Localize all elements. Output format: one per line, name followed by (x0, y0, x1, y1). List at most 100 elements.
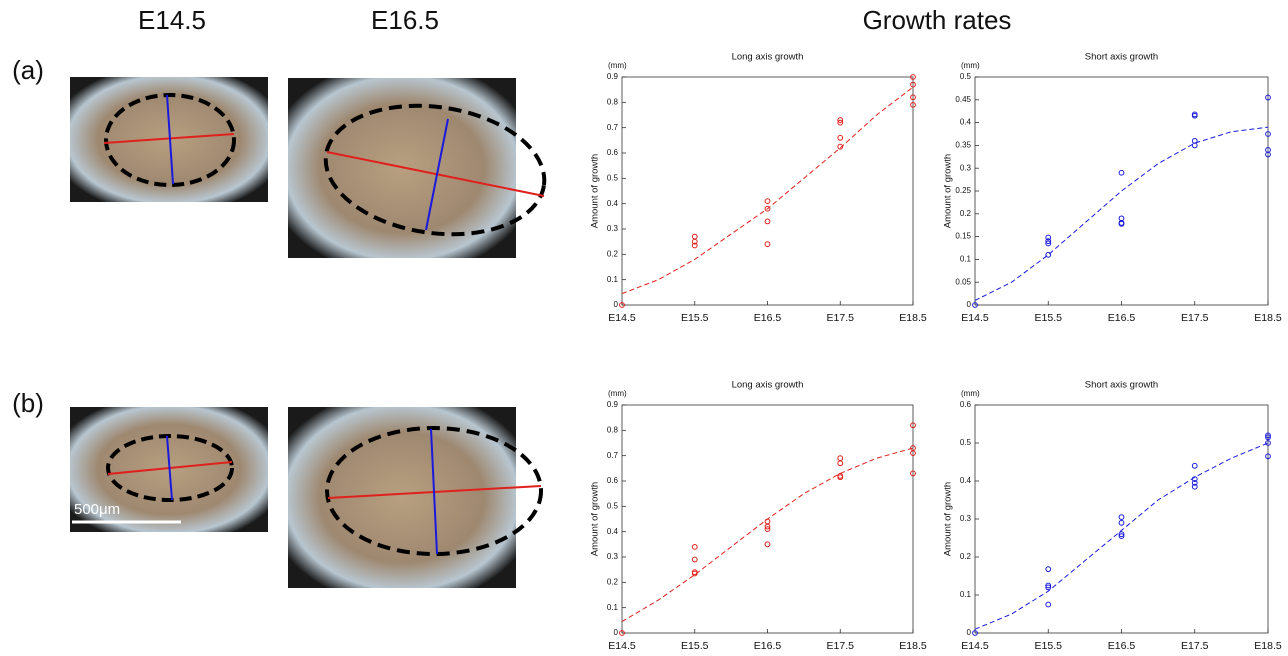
y-unit: (mm) (608, 389, 627, 398)
data-point (1265, 453, 1271, 460)
y-tick-label: 0.3 (960, 514, 972, 523)
data-point (764, 205, 771, 212)
data-point (1045, 238, 1052, 245)
data-point (910, 450, 916, 457)
data-point (910, 101, 916, 108)
data-point (837, 117, 844, 123)
data-point (691, 233, 698, 240)
data-point (619, 302, 625, 308)
y-tick-label: 0.9 (607, 72, 619, 81)
data-point (1265, 94, 1271, 101)
data-point (910, 74, 916, 80)
chart-title: Long axis growth (732, 380, 804, 391)
data-point (1265, 440, 1271, 446)
y-tick-label: 0.45 (955, 95, 971, 104)
data-point (1118, 220, 1125, 227)
data-point (1045, 234, 1052, 241)
data-point (1045, 251, 1052, 258)
y-tick-label: 0.8 (607, 97, 619, 106)
x-tick-label: E14.5 (608, 640, 636, 652)
data-point (1265, 434, 1271, 441)
y-tick-label: 0.15 (955, 232, 971, 241)
y-tick-label: 0 (967, 628, 972, 637)
x-tick-label: E17.5 (1181, 312, 1209, 324)
data-point (1045, 601, 1052, 608)
data-point (691, 556, 698, 563)
data-point (837, 119, 844, 126)
data-point (1118, 169, 1125, 176)
y-tick-label: 0.3 (607, 224, 619, 233)
y-tick-label: 0.7 (607, 451, 619, 460)
data-point (691, 242, 698, 249)
x-tick-label: E15.5 (681, 312, 709, 324)
scale-bar-label: 500μm (74, 501, 120, 518)
y-tick-label: 0 (614, 628, 619, 637)
photo: 500μm (70, 407, 268, 532)
data-point (1265, 432, 1271, 439)
x-tick-label: E17.5 (827, 312, 855, 324)
data-point (764, 526, 771, 533)
x-tick-label: E18.5 (1254, 312, 1282, 324)
data-point (764, 218, 771, 225)
chart-title: Short axis growth (1085, 380, 1158, 391)
column-header: E16.5 (371, 5, 439, 35)
data-point (1118, 519, 1125, 526)
x-tick-label: E16.5 (1108, 640, 1136, 652)
column-header: E14.5 (138, 5, 206, 35)
y-tick-label: 0.6 (960, 400, 972, 409)
x-tick-label: E17.5 (827, 640, 855, 652)
y-axis-label: Amount of growth (590, 482, 601, 556)
y-tick-label: 0.5 (960, 72, 972, 81)
y-tick-label: 0.1 (607, 603, 619, 612)
y-tick-label: 0.5 (960, 438, 972, 447)
data-point (764, 198, 771, 205)
fit-line (621, 447, 914, 623)
x-tick-label: E15.5 (681, 640, 709, 652)
data-point (764, 541, 771, 548)
x-tick-label: E17.5 (1181, 640, 1209, 652)
y-tick-label: 0.1 (960, 255, 972, 264)
y-tick-label: 0.2 (607, 577, 619, 586)
y-tick-label: 0.5 (607, 501, 619, 510)
x-tick-label: E16.5 (754, 640, 782, 652)
x-tick-label: E18.5 (1254, 640, 1282, 652)
y-tick-label: 0.1 (607, 275, 619, 284)
fit-line (974, 442, 1269, 630)
y-tick-label: 0.8 (607, 425, 619, 434)
y-tick-label: 0.4 (960, 476, 972, 485)
data-point (910, 94, 916, 101)
data-point (837, 143, 844, 150)
y-tick-label: 0.4 (607, 199, 619, 208)
data-point (1118, 514, 1125, 520)
y-tick-label: 0.6 (607, 476, 619, 485)
y-tick-label: 0.3 (960, 163, 972, 172)
data-point (619, 630, 625, 636)
data-point (1191, 112, 1198, 119)
data-point (837, 134, 844, 141)
y-axis-label: Amount of growth (590, 154, 601, 228)
y-unit: (mm) (961, 389, 980, 398)
y-tick-label: 0.5 (607, 173, 619, 182)
plot-frame (974, 76, 1269, 306)
y-tick-label: 0.2 (607, 249, 619, 258)
x-tick-label: E18.5 (899, 312, 927, 324)
data-point (837, 474, 844, 481)
x-tick-label: E14.5 (961, 312, 989, 324)
data-point (1265, 151, 1271, 158)
data-point (691, 238, 698, 245)
data-point (1045, 582, 1052, 589)
y-axis-label: Amount of growth (943, 482, 954, 556)
photo (70, 77, 268, 202)
y-tick-label: 0.1 (960, 590, 972, 599)
photo (288, 78, 547, 258)
data-point (1118, 531, 1125, 538)
y-unit: (mm) (608, 61, 627, 70)
y-axis-label: Amount of growth (943, 154, 954, 228)
data-point (1045, 584, 1052, 591)
y-tick-label: 0 (614, 300, 619, 309)
data-point (1191, 483, 1198, 490)
y-tick-label: 0.05 (955, 277, 971, 286)
y-unit: (mm) (961, 61, 980, 70)
panel-label: (a) (12, 55, 44, 85)
